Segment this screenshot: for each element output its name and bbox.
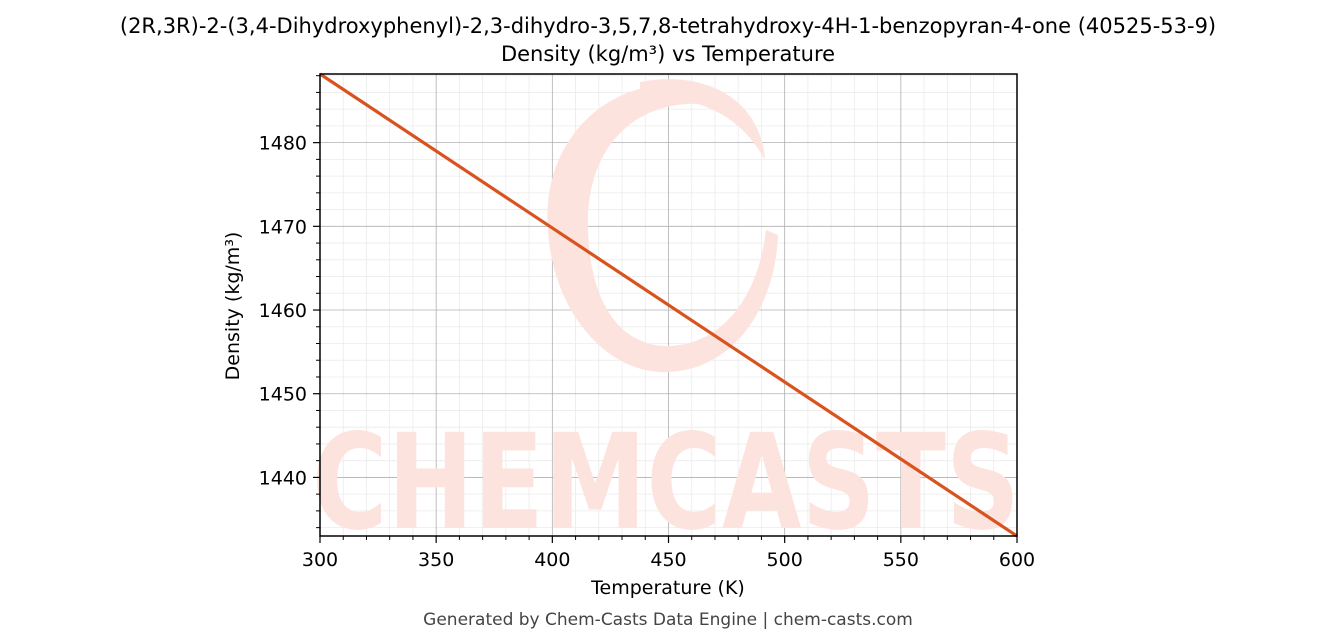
footer-credit: Generated by Chem-Casts Data Engine | ch… — [423, 610, 913, 630]
x-tick-label: 300 — [302, 549, 338, 571]
y-tick-label: 1440 — [259, 467, 307, 489]
y-tick-label: 1470 — [259, 216, 307, 238]
y-tick-label: 1450 — [259, 384, 307, 406]
y-tick-label: 1460 — [259, 300, 307, 322]
x-tick-label: 550 — [883, 549, 919, 571]
x-axis-ticks: 300 350 400 450 500 550 600 — [302, 536, 1035, 571]
x-tick-label: 600 — [999, 549, 1035, 571]
x-tick-label: 400 — [534, 549, 570, 571]
y-axis-ticks: 1440 1450 1460 1470 1480 — [259, 75, 320, 529]
plot-area: CHEMCASTS 300 350 400 450 500 550 600 1440 1450… — [259, 72, 1035, 571]
y-axis-label: Density (kg/m³) — [222, 232, 244, 381]
x-axis-label: Temperature (K) — [590, 577, 745, 599]
series-layer — [319, 72, 1018, 538]
x-tick-label: 350 — [418, 549, 454, 571]
density-series-line — [319, 72, 1018, 538]
watermark-text: CHEMCASTS — [312, 406, 1020, 560]
y-tick-label: 1480 — [259, 133, 307, 155]
chemcasts-watermark: CHEMCASTS — [312, 79, 1020, 560]
chart-title-line1: (2R,3R)-2-(3,4-Dihydroxyphenyl)-2,3-dihy… — [120, 14, 1216, 38]
watermark-logo-swoosh — [640, 79, 765, 160]
x-tick-label: 450 — [650, 549, 686, 571]
x-tick-label: 500 — [767, 549, 803, 571]
chart-title-line2: Density (kg/m³) vs Temperature — [501, 42, 835, 66]
